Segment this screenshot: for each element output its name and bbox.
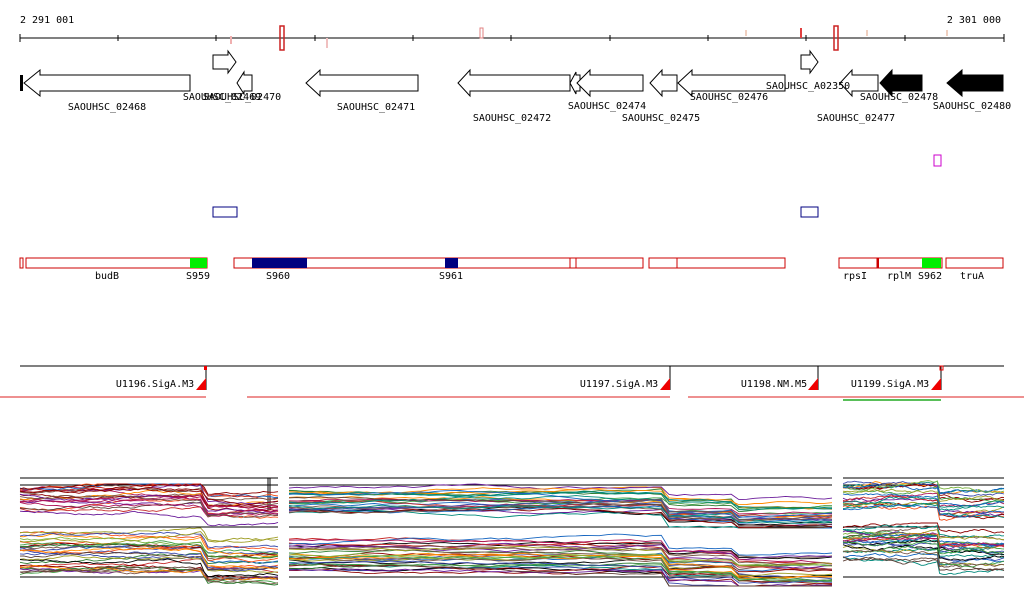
promoter-marker[interactable] (931, 378, 941, 390)
operon-label: rplM (887, 271, 911, 282)
gene-label: SAOUHSC_A02350 (766, 81, 850, 92)
operon-label: budB (95, 271, 119, 282)
gene-saouhsc-02472[interactable] (457, 68, 571, 98)
ruler (19, 25, 1005, 51)
gene-label: SAOUHSC_02470 (203, 92, 281, 103)
tu-label: U1197.SigA.M3 (580, 379, 658, 390)
gene-saouhsc-02478[interactable] (879, 68, 923, 98)
feature-box-blue[interactable] (800, 206, 819, 218)
gene-label: SAOUHSC_02480 (933, 101, 1011, 112)
operon-feature[interactable] (25, 257, 208, 269)
ruler-start-label: 2 291 001 (20, 15, 74, 26)
gene-label: SAOUHSC_02472 (473, 113, 551, 124)
promoter-marker[interactable] (660, 378, 670, 390)
operon-track: budB S959 S960 S961 rpsI rplM S962 truA (19, 257, 1004, 282)
srna-feature[interactable] (922, 258, 941, 268)
feature-box-magenta[interactable] (933, 154, 942, 167)
transcription-unit-track: U1196.SigA.M3 U1197.SigA.M3 U1198.NM.M5 … (0, 365, 1024, 401)
tu-label: U1196.SigA.M3 (116, 379, 194, 390)
operon-label: S959 (186, 271, 210, 282)
gene-label: SAOUHSC_02477 (817, 113, 895, 124)
gene-saouhsc-02471[interactable] (305, 68, 419, 98)
gene-label: SAOUHSC_02474 (568, 101, 646, 112)
gene-saouhsc-02468[interactable] (23, 68, 191, 98)
operon-feature[interactable] (945, 257, 1004, 269)
tu-label: U1199.SigA.M3 (851, 379, 929, 390)
operon-label: S961 (439, 271, 463, 282)
expression-panels (19, 477, 1005, 587)
gene-label: SAOUHSC_02469 (183, 92, 261, 103)
operon-label: truA (960, 271, 984, 282)
expression-panel-3 (842, 477, 1005, 578)
gene-label: SAOUHSC_02468 (68, 102, 146, 113)
gene-saouhsc-02469[interactable] (212, 49, 237, 75)
operon-label: rpsI (843, 271, 867, 282)
gene-saouhsc-02475[interactable] (649, 68, 678, 98)
ruler-end-label: 2 301 000 (947, 15, 1001, 26)
operon-feature[interactable] (648, 257, 786, 269)
region-feature[interactable] (252, 258, 307, 268)
gene-label: SAOUHSC_02475 (622, 113, 700, 124)
gene-saouhsc-02474[interactable] (576, 68, 644, 98)
expression-panel-2 (288, 477, 833, 587)
operon-label: S962 (918, 271, 942, 282)
tu-label: U1198.NM.M5 (741, 379, 807, 390)
promoter-marker[interactable] (808, 378, 818, 390)
expression-panel-1 (19, 477, 279, 586)
operon-feature[interactable] (838, 257, 878, 269)
srna-feature[interactable] (190, 258, 207, 268)
gene-label: SAOUHSC_02471 (337, 102, 415, 113)
operon-label: S960 (266, 271, 290, 282)
gene-saouhsc-02470[interactable] (236, 70, 253, 96)
gene-saouhsc-02477[interactable] (839, 68, 879, 98)
gene-saouhsc-02480[interactable] (946, 68, 1004, 98)
operon-feature[interactable] (575, 257, 644, 269)
gene-track: SAOUHSC_02468 SAOUHSC_02469 SAOUHSC_0247… (20, 49, 1011, 124)
gene-saouhsc-a02350[interactable] (800, 49, 819, 75)
region-feature[interactable] (445, 258, 458, 268)
gene-label: SAOUHSC_02476 (690, 92, 768, 103)
promoter-marker[interactable] (196, 378, 206, 390)
feature-box-blue[interactable] (212, 206, 238, 218)
gene-saouhsc-02476[interactable] (677, 68, 786, 98)
gene-label: SAOUHSC_02478 (860, 92, 938, 103)
